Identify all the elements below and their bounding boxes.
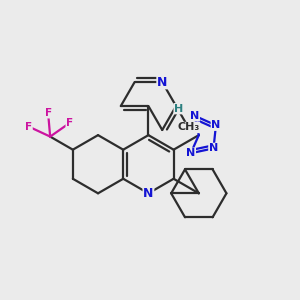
Text: F: F: [44, 108, 52, 118]
Text: N: N: [186, 148, 195, 158]
Text: F: F: [66, 118, 73, 128]
Text: CH₃: CH₃: [177, 122, 200, 133]
Text: N: N: [209, 143, 218, 153]
Text: H: H: [174, 104, 183, 114]
Text: N: N: [211, 120, 220, 130]
Text: N: N: [143, 187, 154, 200]
Text: N: N: [190, 111, 199, 121]
Text: F: F: [25, 122, 32, 131]
Text: N: N: [157, 76, 167, 88]
